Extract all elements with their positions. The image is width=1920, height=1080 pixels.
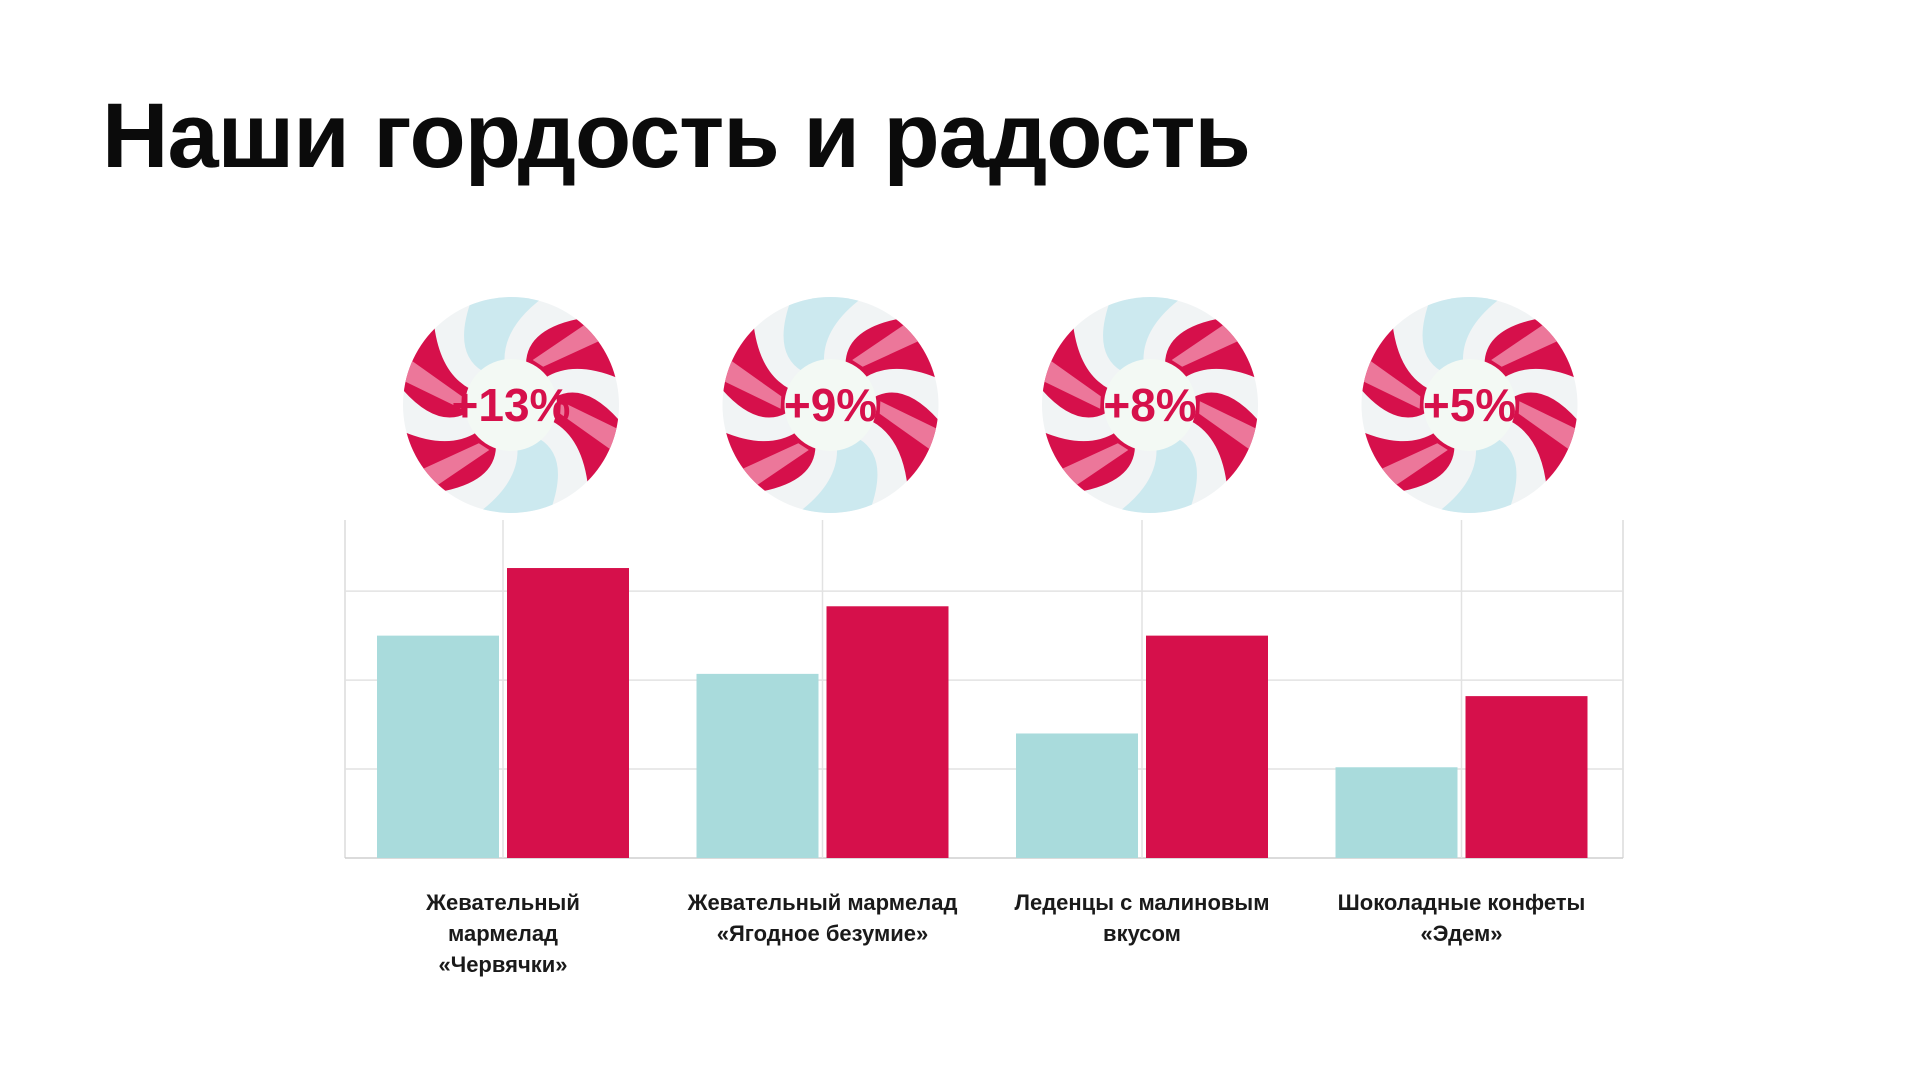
candy-stripe [1422, 297, 1504, 372]
candy-highlight [1199, 401, 1258, 452]
chart-bars [377, 568, 1588, 858]
growth-label: +13% [452, 379, 571, 431]
growth-badges: +13% +9% +8% +5% [403, 297, 1578, 513]
candy-swirl [403, 297, 619, 513]
candy-stripe [783, 297, 865, 372]
candy-stripe [1103, 297, 1184, 372]
candy-stripe [1435, 438, 1517, 513]
candy-highlight [1378, 443, 1448, 488]
candy-highlight [419, 443, 490, 488]
candy-badge-2: +9% [722, 297, 939, 513]
candy-center [1423, 359, 1516, 451]
candy-highlight [1171, 322, 1242, 367]
category-label-4: Шоколадные конфеты «Эдем» [1337, 890, 1586, 946]
page-title: Наши гордость и радость [102, 85, 1251, 187]
candy-center [784, 359, 877, 451]
bar-current-1 [507, 568, 629, 858]
candy-center [465, 359, 557, 451]
bar-previous-1 [377, 635, 499, 858]
candy-badge-3: +8% [1042, 297, 1258, 513]
bar-current-2 [826, 606, 949, 858]
candy-highlight [1042, 358, 1101, 409]
candy-swirl [722, 297, 939, 513]
bar-previous-2 [696, 673, 819, 858]
bar-current-3 [1146, 635, 1268, 858]
growth-label: +5% [1423, 379, 1516, 431]
candy-highlight [1058, 443, 1129, 488]
candy-highlight [1361, 358, 1421, 409]
candy-highlight [722, 358, 782, 409]
candy-stripe [1116, 438, 1197, 513]
candy-highlight [739, 443, 809, 488]
bar-previous-3 [1016, 733, 1138, 858]
candy-highlight [1518, 401, 1578, 452]
candy-highlight [879, 401, 939, 452]
growth-label: +8% [1103, 379, 1196, 431]
growth-label: +9% [784, 379, 877, 431]
candy-stripe [796, 438, 878, 513]
candy-highlight [560, 401, 619, 452]
candy-badge-1: +13% [403, 297, 619, 513]
candy-center [1104, 359, 1196, 451]
category-label-2: Жевательный мармелад «Ягодное безумие» [687, 890, 958, 946]
category-label-3: Леденцы с малиновым вкусом [1014, 890, 1270, 946]
candy-highlight [852, 322, 922, 367]
candy-stripe [477, 438, 558, 513]
candy-badge-4: +5% [1361, 297, 1578, 513]
candy-stripe [464, 297, 545, 372]
candy-highlight [403, 358, 462, 409]
bar-previous-4 [1335, 767, 1458, 858]
candy-highlight [1491, 322, 1561, 367]
bar-current-4 [1465, 696, 1588, 858]
candy-highlight [532, 322, 603, 367]
category-label-1: Жевательный мармелад «Червячки» [426, 890, 580, 977]
